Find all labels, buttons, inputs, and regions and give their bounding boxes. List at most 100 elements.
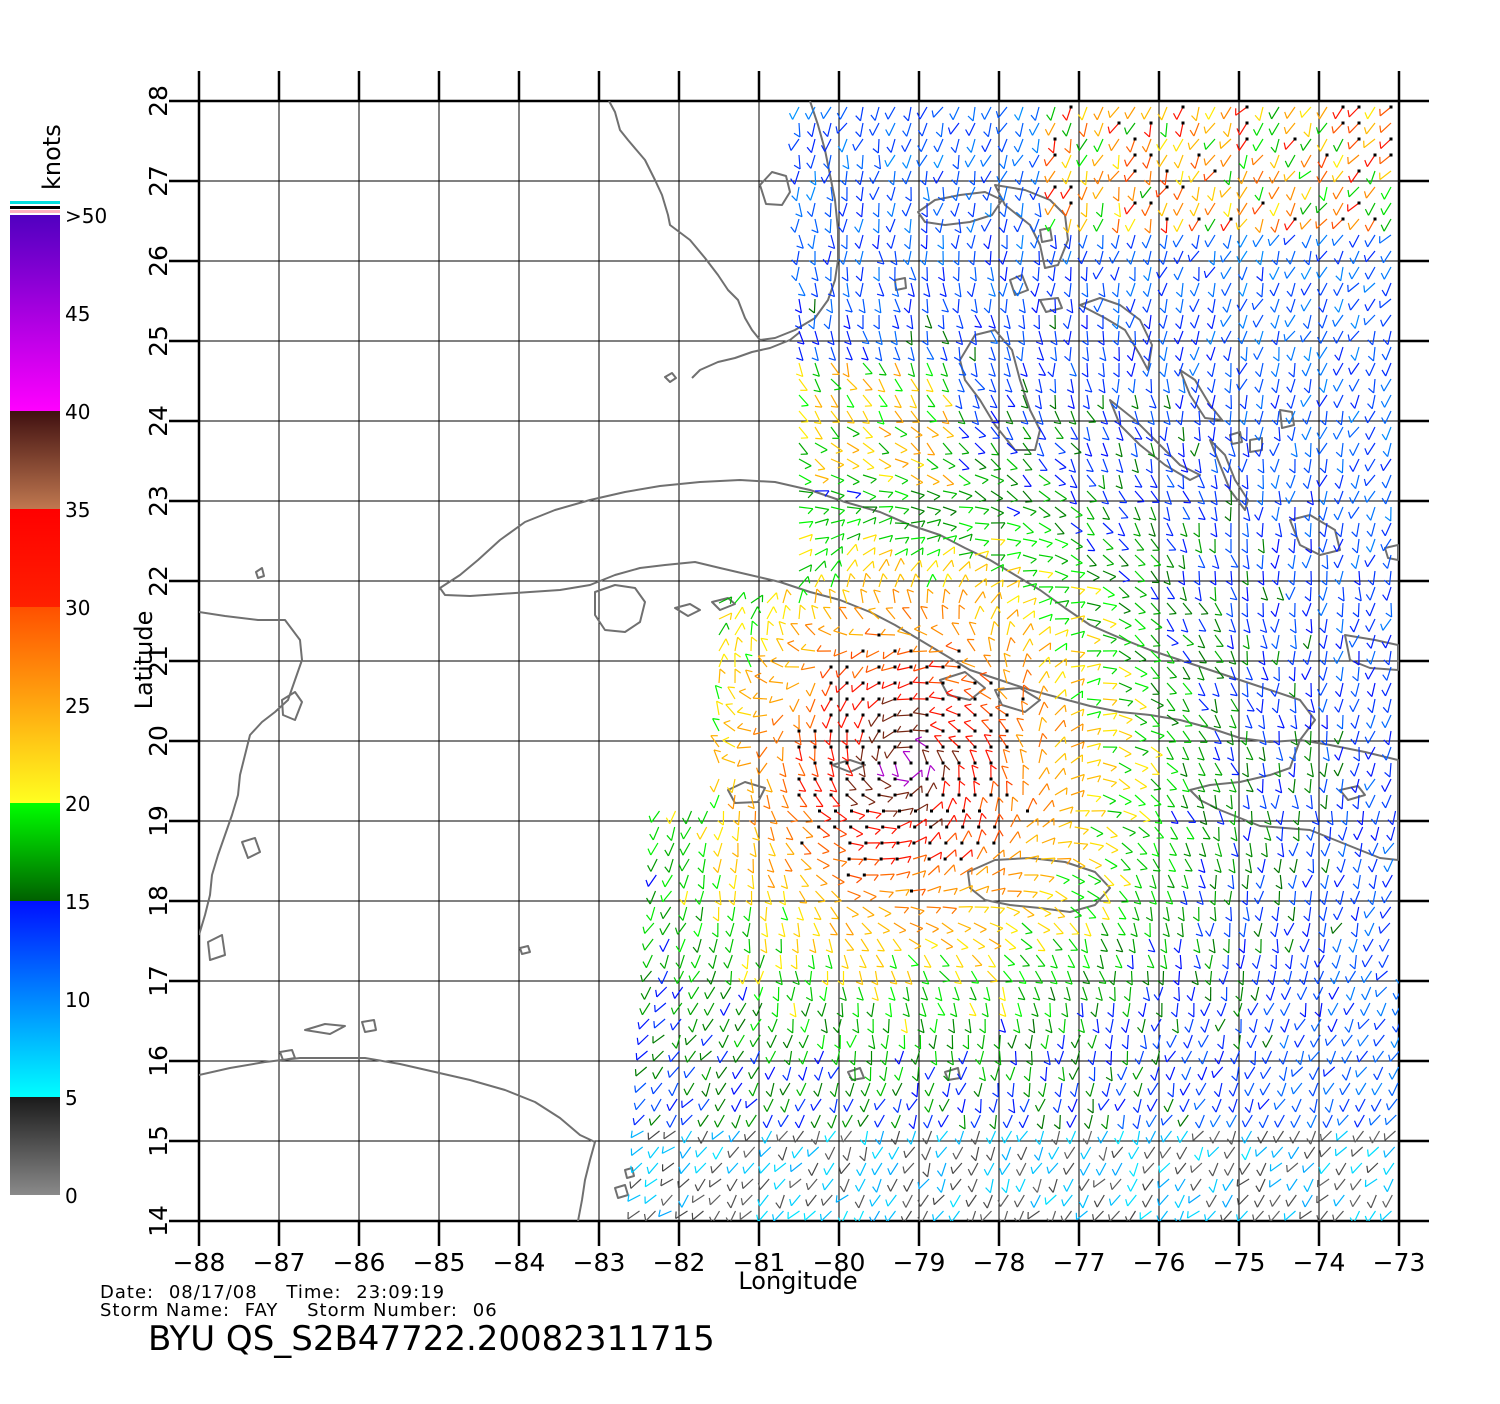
wind-vector xyxy=(1119,507,1128,518)
wind-vector xyxy=(1123,827,1136,833)
wind-vector xyxy=(1051,107,1055,120)
wind-vector xyxy=(1239,363,1247,375)
wind-barb xyxy=(922,770,923,777)
wind-vector xyxy=(1021,251,1023,265)
wind-vector xyxy=(697,939,701,953)
wind-vector xyxy=(897,856,911,859)
wind-barb xyxy=(900,434,907,437)
wind-vector xyxy=(1145,203,1151,216)
wind-vector xyxy=(919,155,927,167)
wind-vector xyxy=(1277,251,1279,265)
wind-barb xyxy=(1242,581,1248,585)
wind-barb xyxy=(1382,690,1386,696)
wind-vector xyxy=(831,347,836,360)
wind-vector xyxy=(663,907,671,919)
rain-flag xyxy=(1166,170,1169,173)
wind-vector xyxy=(1212,395,1215,409)
wind-vector xyxy=(759,747,767,758)
wind-barb xyxy=(1080,653,1085,658)
coast-bay-islands xyxy=(280,1020,376,1060)
wind-vector xyxy=(1384,187,1391,199)
wind-barb xyxy=(1208,292,1213,297)
wind-vector xyxy=(684,875,689,888)
wind-barb xyxy=(1025,948,1032,950)
wind-barb xyxy=(1380,126,1381,133)
wind-vector xyxy=(732,907,734,921)
wind-vector xyxy=(705,1019,713,1031)
wind-vector xyxy=(1355,955,1356,969)
wind-barb xyxy=(788,641,795,643)
wind-barb xyxy=(1307,852,1312,857)
wind-barb xyxy=(1143,820,1150,822)
wind-vector xyxy=(847,534,860,540)
wind-barb xyxy=(1191,387,1196,392)
wind-vector xyxy=(1087,699,1101,700)
wind-vector xyxy=(877,747,880,761)
wind-barb xyxy=(817,645,821,651)
wind-vector xyxy=(927,475,939,482)
rain-flag xyxy=(926,730,929,733)
wind-vector xyxy=(1128,1003,1130,1017)
wind-barb xyxy=(1242,884,1247,889)
wind-barb xyxy=(856,756,861,761)
wind-vector xyxy=(1035,107,1039,121)
wind-barb xyxy=(1381,193,1384,199)
wind-vector xyxy=(847,507,861,509)
wind-barb xyxy=(1022,701,1028,705)
wind-vector xyxy=(1208,203,1215,215)
wind-vector xyxy=(851,651,863,659)
wind-barb xyxy=(1270,290,1274,296)
wind-vector xyxy=(1263,747,1265,761)
wind-vector xyxy=(691,987,699,999)
wind-vector xyxy=(803,827,813,837)
wind-barb xyxy=(1065,737,1066,744)
rain-flag xyxy=(942,746,945,749)
wind-barb xyxy=(1335,307,1339,313)
wind-vector xyxy=(1256,139,1263,151)
rain-flag xyxy=(993,826,996,829)
wind-barb xyxy=(1290,709,1296,713)
wind-vector xyxy=(1337,379,1343,391)
wind-barb xyxy=(841,741,847,745)
coast-belize-cays xyxy=(208,838,260,960)
wind-vector xyxy=(1311,795,1312,809)
wind-vector xyxy=(1035,283,1039,297)
wind-vector xyxy=(703,859,705,873)
wind-barb xyxy=(1191,451,1195,457)
wind-barb xyxy=(1048,573,1053,578)
wind-barb xyxy=(723,737,729,740)
wind-vector xyxy=(1325,619,1327,633)
wind-vector xyxy=(1007,379,1012,392)
wind-vector xyxy=(863,561,873,571)
wind-vector xyxy=(1070,923,1079,934)
wind-vector xyxy=(1263,651,1265,665)
wind-vector xyxy=(1039,491,1050,499)
wind-vector xyxy=(1387,587,1391,600)
wind-barb xyxy=(1117,813,1122,818)
wind-vector xyxy=(975,579,986,587)
wind-barb xyxy=(1383,563,1388,568)
wind-vector xyxy=(1004,219,1007,233)
wind-vector xyxy=(737,728,751,731)
wind-vector xyxy=(795,171,799,184)
rain-flag xyxy=(1214,170,1217,173)
wind-vector xyxy=(714,779,719,792)
wind-barb xyxy=(1255,451,1259,456)
wind-barb xyxy=(1210,597,1216,601)
wind-barb xyxy=(1044,702,1048,708)
wind-vector xyxy=(1004,653,1007,667)
wind-barb xyxy=(1349,385,1352,391)
wind-vector xyxy=(1103,475,1105,489)
wind-vector xyxy=(1008,873,1022,875)
wind-vector xyxy=(1215,587,1216,601)
wind-barb xyxy=(1062,544,1068,548)
wind-vector xyxy=(791,624,799,635)
wind-vector xyxy=(911,786,922,795)
wind-vector xyxy=(1182,923,1183,937)
wind-vector xyxy=(1215,443,1216,457)
wind-vector xyxy=(833,859,847,862)
wind-vector xyxy=(1084,299,1087,313)
wind-vector xyxy=(844,251,848,265)
wind-barb xyxy=(1382,370,1386,376)
wind-barb xyxy=(699,852,704,857)
